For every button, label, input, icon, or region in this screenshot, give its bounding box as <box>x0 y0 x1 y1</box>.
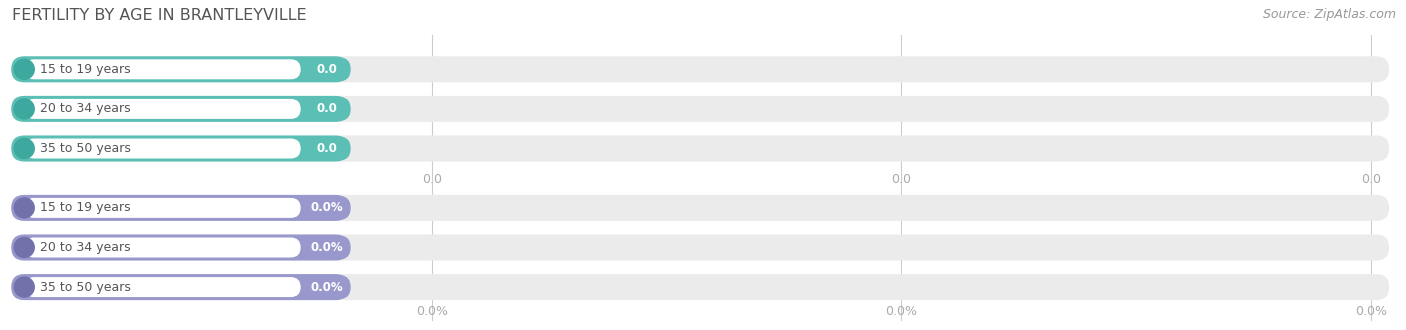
FancyBboxPatch shape <box>11 195 349 221</box>
FancyBboxPatch shape <box>11 96 1389 122</box>
FancyBboxPatch shape <box>11 235 1389 260</box>
FancyBboxPatch shape <box>11 136 349 161</box>
FancyBboxPatch shape <box>24 238 301 257</box>
Text: 0.0: 0.0 <box>422 173 441 186</box>
Text: 0.0%: 0.0% <box>1355 305 1386 318</box>
FancyBboxPatch shape <box>24 59 301 79</box>
Text: 0.0: 0.0 <box>316 142 337 155</box>
Circle shape <box>14 277 34 297</box>
FancyBboxPatch shape <box>11 235 349 260</box>
FancyBboxPatch shape <box>302 137 350 160</box>
FancyBboxPatch shape <box>11 195 1389 221</box>
Circle shape <box>14 59 34 79</box>
FancyBboxPatch shape <box>11 274 1389 300</box>
FancyBboxPatch shape <box>24 99 301 119</box>
Circle shape <box>14 99 34 119</box>
Text: 35 to 50 years: 35 to 50 years <box>41 142 131 155</box>
Text: 20 to 34 years: 20 to 34 years <box>41 241 131 254</box>
Text: 0.0: 0.0 <box>316 63 337 76</box>
Text: 35 to 50 years: 35 to 50 years <box>41 280 131 294</box>
FancyBboxPatch shape <box>302 57 350 81</box>
Text: 0.0%: 0.0% <box>416 305 447 318</box>
Text: 0.0%: 0.0% <box>311 280 343 294</box>
Text: 0.0%: 0.0% <box>886 305 917 318</box>
Text: 0.0: 0.0 <box>1361 173 1381 186</box>
FancyBboxPatch shape <box>11 136 1389 161</box>
Text: Source: ZipAtlas.com: Source: ZipAtlas.com <box>1263 8 1396 21</box>
FancyBboxPatch shape <box>24 198 301 218</box>
FancyBboxPatch shape <box>302 196 350 220</box>
Text: 15 to 19 years: 15 to 19 years <box>41 201 131 214</box>
FancyBboxPatch shape <box>24 277 301 297</box>
Text: 0.0: 0.0 <box>891 173 911 186</box>
Circle shape <box>14 139 34 158</box>
Text: 20 to 34 years: 20 to 34 years <box>41 102 131 115</box>
FancyBboxPatch shape <box>302 275 350 299</box>
FancyBboxPatch shape <box>11 56 1389 82</box>
FancyBboxPatch shape <box>302 236 350 259</box>
Text: 0.0: 0.0 <box>316 102 337 115</box>
FancyBboxPatch shape <box>302 97 350 121</box>
Text: FERTILITY BY AGE IN BRANTLEYVILLE: FERTILITY BY AGE IN BRANTLEYVILLE <box>13 8 307 23</box>
Circle shape <box>14 198 34 218</box>
Circle shape <box>14 238 34 257</box>
FancyBboxPatch shape <box>11 96 349 122</box>
FancyBboxPatch shape <box>11 274 349 300</box>
Text: 0.0%: 0.0% <box>311 241 343 254</box>
FancyBboxPatch shape <box>11 56 349 82</box>
Text: 15 to 19 years: 15 to 19 years <box>41 63 131 76</box>
FancyBboxPatch shape <box>24 139 301 158</box>
Text: 0.0%: 0.0% <box>311 201 343 214</box>
